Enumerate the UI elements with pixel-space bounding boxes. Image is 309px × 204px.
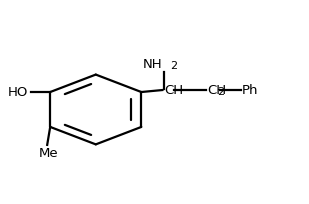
Text: CH: CH xyxy=(164,84,183,97)
Text: NH: NH xyxy=(143,58,162,71)
Text: Ph: Ph xyxy=(242,84,259,97)
Text: 2: 2 xyxy=(218,87,225,97)
Text: HO: HO xyxy=(7,85,28,98)
Text: Me: Me xyxy=(39,147,58,160)
Text: CH: CH xyxy=(207,84,226,97)
Text: 2: 2 xyxy=(171,61,178,71)
